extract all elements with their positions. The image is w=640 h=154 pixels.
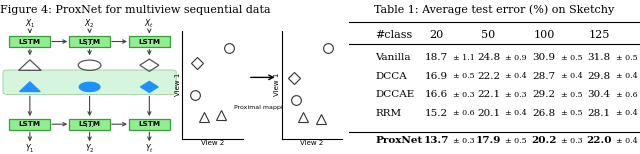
Text: Table 1: Average test error (%) on Sketchy: Table 1: Average test error (%) on Sketc… (374, 5, 614, 15)
Text: 29.2: 29.2 (532, 90, 556, 99)
Text: $X_2$: $X_2$ (84, 18, 95, 30)
Text: 30.4: 30.4 (588, 90, 611, 99)
X-axis label: View 2: View 2 (201, 140, 225, 146)
Text: $Y_2$: $Y_2$ (85, 143, 94, 154)
Text: $X_1$: $X_1$ (25, 18, 35, 30)
Text: 20: 20 (429, 30, 444, 40)
Text: ± 0.6: ± 0.6 (616, 91, 637, 99)
Text: RRM: RRM (375, 109, 401, 118)
Text: LSTM: LSTM (19, 121, 41, 127)
Text: 30.9: 30.9 (532, 53, 556, 62)
FancyBboxPatch shape (69, 119, 110, 130)
Text: ± 0.4: ± 0.4 (505, 109, 527, 117)
Text: ± 0.4: ± 0.4 (505, 72, 527, 80)
X-axis label: View 2: View 2 (300, 140, 324, 146)
Text: $Y_t$: $Y_t$ (145, 143, 154, 154)
Text: ...: ... (85, 119, 94, 129)
FancyBboxPatch shape (129, 119, 170, 130)
Text: ± 0.4: ± 0.4 (561, 72, 582, 80)
Text: ± 0.3: ± 0.3 (452, 137, 474, 145)
Text: Vanilla: Vanilla (375, 53, 410, 62)
Text: 17.9: 17.9 (476, 136, 501, 145)
Text: 13.7: 13.7 (424, 136, 449, 145)
Text: ± 0.3: ± 0.3 (452, 91, 474, 99)
Y-axis label: View 1: View 1 (175, 73, 181, 96)
Text: ± 0.3: ± 0.3 (505, 91, 527, 99)
Text: ± 0.5: ± 0.5 (561, 109, 582, 117)
Text: ± 0.4: ± 0.4 (616, 109, 637, 117)
Text: 31.8: 31.8 (588, 53, 611, 62)
Text: ± 0.5: ± 0.5 (561, 91, 582, 99)
Text: #class: #class (375, 30, 412, 40)
Text: ± 0.3: ± 0.3 (561, 137, 582, 145)
Text: ± 0.9: ± 0.9 (505, 54, 527, 62)
Text: 20.1: 20.1 (477, 109, 500, 118)
Y-axis label: View 1: View 1 (274, 73, 280, 96)
FancyBboxPatch shape (69, 36, 110, 47)
FancyBboxPatch shape (9, 36, 51, 47)
Text: ...: ... (85, 36, 94, 47)
Text: ± 0.5: ± 0.5 (505, 137, 527, 145)
Text: 125: 125 (589, 30, 610, 40)
Text: $X_t$: $X_t$ (145, 18, 154, 30)
Text: DCCA: DCCA (375, 72, 407, 81)
Text: LSTM: LSTM (79, 121, 100, 127)
Text: $Y_1$: $Y_1$ (25, 143, 35, 154)
Text: 50: 50 (481, 30, 496, 40)
Text: ± 0.4: ± 0.4 (616, 137, 637, 145)
Text: LSTM: LSTM (79, 38, 100, 45)
Text: 100: 100 (533, 30, 555, 40)
Text: 22.2: 22.2 (477, 72, 500, 81)
Text: 16.9: 16.9 (424, 72, 448, 81)
Text: ± 0.4: ± 0.4 (616, 72, 637, 80)
Text: ± 0.5: ± 0.5 (616, 54, 637, 62)
Text: 15.2: 15.2 (424, 109, 448, 118)
Text: 29.8: 29.8 (588, 72, 611, 81)
Text: DCCAE: DCCAE (375, 90, 414, 99)
Text: 26.8: 26.8 (532, 109, 556, 118)
Text: 18.7: 18.7 (424, 53, 448, 62)
Text: Figure 4: ProxNet for multiview sequential data: Figure 4: ProxNet for multiview sequenti… (0, 5, 271, 15)
FancyBboxPatch shape (129, 36, 170, 47)
Text: 16.6: 16.6 (424, 90, 448, 99)
Polygon shape (140, 81, 158, 93)
Text: 28.1: 28.1 (588, 109, 611, 118)
Text: LSTM: LSTM (138, 121, 161, 127)
Polygon shape (19, 82, 40, 92)
Text: ± 1.1: ± 1.1 (452, 54, 475, 62)
Text: ± 0.6: ± 0.6 (452, 109, 474, 117)
Text: Proximal mapping: Proximal mapping (234, 105, 291, 110)
FancyBboxPatch shape (9, 119, 51, 130)
Text: ± 0.5: ± 0.5 (452, 72, 474, 80)
Text: 20.2: 20.2 (531, 136, 557, 145)
Text: 22.1: 22.1 (477, 90, 500, 99)
Text: 24.8: 24.8 (477, 53, 500, 62)
Text: LSTM: LSTM (19, 38, 41, 45)
Circle shape (79, 82, 100, 92)
FancyBboxPatch shape (3, 70, 176, 94)
Text: ProxNet: ProxNet (375, 136, 422, 145)
Text: 28.7: 28.7 (532, 72, 556, 81)
Text: LSTM: LSTM (138, 38, 161, 45)
Text: ± 0.5: ± 0.5 (561, 54, 582, 62)
Text: 22.0: 22.0 (586, 136, 612, 145)
